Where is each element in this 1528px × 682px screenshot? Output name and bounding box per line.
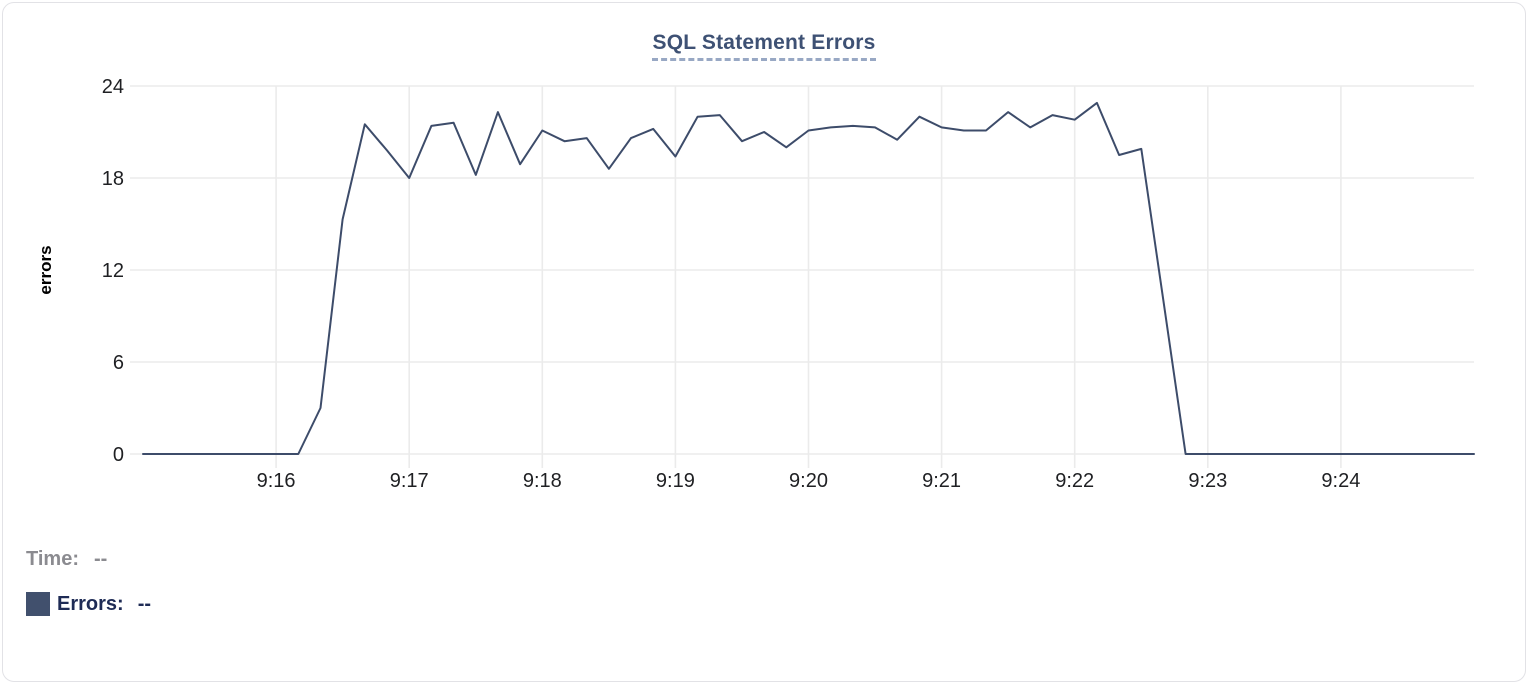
svg-text:12: 12	[102, 260, 124, 282]
svg-text:errors: errors	[36, 245, 55, 294]
svg-text:9:22: 9:22	[1055, 470, 1094, 492]
svg-text:9:21: 9:21	[922, 470, 961, 492]
svg-text:18: 18	[102, 168, 124, 190]
svg-text:0: 0	[113, 444, 124, 466]
errors-readout-row: Errors: --	[26, 591, 151, 617]
chart-tooltip-readout: Time: -- Errors: --	[26, 546, 151, 617]
chart-canvas[interactable]: 0 6 12 18 24 9:16 9:17 9:18 9:19 9:20 9:21 9:22 9:23…	[3, 3, 1528, 513]
svg-text:9:17: 9:17	[390, 470, 429, 492]
errors-readout-label: Errors:	[57, 592, 124, 615]
svg-text:9:16: 9:16	[257, 470, 296, 492]
time-readout-value: --	[93, 547, 108, 570]
svg-text:9:24: 9:24	[1321, 470, 1360, 492]
svg-text:9:23: 9:23	[1188, 470, 1227, 492]
errors-series-swatch-icon	[26, 592, 50, 616]
errors-readout-value: --	[137, 592, 152, 615]
chart-title-link[interactable]: SQL Statement Errors	[652, 31, 876, 61]
svg-text:24: 24	[102, 76, 124, 98]
svg-text:6: 6	[113, 352, 124, 374]
time-readout-row: Time: --	[26, 546, 151, 572]
svg-text:9:19: 9:19	[656, 470, 695, 492]
svg-text:9:20: 9:20	[789, 470, 828, 492]
time-readout-label: Time:	[26, 547, 79, 570]
svg-text:9:18: 9:18	[523, 470, 562, 492]
chart-header: SQL Statement Errors	[3, 31, 1525, 61]
